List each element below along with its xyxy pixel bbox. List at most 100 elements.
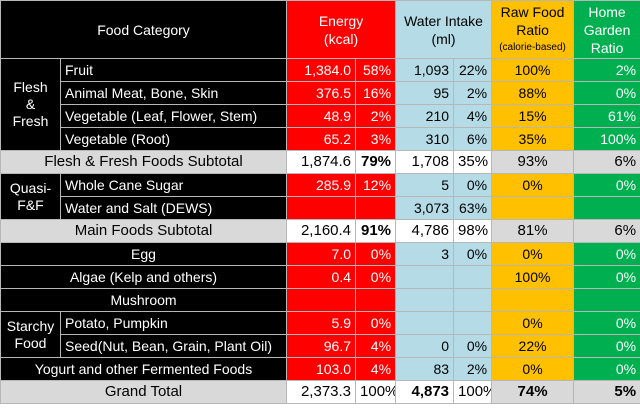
group-starchy-line1: Starchy [6,317,55,334]
water-value: 3 [395,242,455,266]
garden-ratio: 5% [573,380,640,404]
group-flesh-line2: & [25,96,36,112]
raw-ratio: 0% [491,311,575,335]
energy-percent: 79% [355,150,397,174]
raw-ratio: 35% [491,127,575,151]
water-percent-empty [453,265,493,289]
energy-value: 285.9 [286,173,357,197]
garden-ratio: 0% [573,265,640,289]
table-row-veg-root: Vegetable (Root) 65.2 3% 310 6% 35% 100% [1,127,640,151]
energy-percent: 58% [355,58,397,82]
water-percent-empty [453,288,493,312]
raw-ratio: 74% [491,380,575,404]
energy-percent-empty [355,196,397,220]
group-quasi: Quasi- F&F [0,173,61,220]
energy-percent: 4% [355,357,397,381]
raw-ratio-empty [491,288,575,312]
water-percent: 6% [453,127,493,151]
energy-value: 2,373.3 [286,380,357,404]
raw-ratio: 0% [491,242,575,266]
subtotal-label: Main Foods Subtotal [0,219,288,243]
water-percent: 2% [453,357,493,381]
garden-header-line2: Garden [583,21,631,38]
table-row-cane-sugar: Quasi- F&F Whole Cane Sugar 285.9 12% 5 … [0,173,640,220]
raw-ratio: 100% [491,265,575,289]
energy-percent: 2% [355,104,397,128]
energy-percent: 4% [355,334,397,358]
raw-ratio: 100% [491,58,575,82]
energy-value: 96.7 [286,334,357,358]
energy-percent: 16% [355,81,397,105]
garden-ratio: 100% [573,127,640,151]
row-label: Vegetable (Leaf, Flower, Stem) [59,104,288,128]
raw-ratio: 0% [491,357,575,381]
table-row-egg: Egg 7.0 0% 3 0% 0% 0% [0,242,640,266]
raw-ratio: 0% [491,173,575,197]
water-percent: 4% [453,104,493,128]
water-header: Water Intake (ml) [395,0,493,59]
table-row-grand-total: Grand Total 2,373.3 100% 4,873 100% 74% … [0,380,640,404]
row-label: Seed(Nut, Bean, Grain, Plant Oil) [59,334,288,358]
row-label: Potato, Pumpkin [59,311,288,335]
water-value: 3,073 [395,196,455,220]
table-row-yogurt: Yogurt and other Fermented Foods 103.0 4… [0,357,640,381]
group-quasi-line1: Quasi- [9,179,52,196]
water-percent: 0% [453,334,493,358]
raw-header-note: (calorie-based) [499,41,566,53]
energy-percent: 0% [355,242,397,266]
water-value: 210 [395,104,455,128]
raw-ratio: 22% [491,334,575,358]
table-row-ff-subtotal: Flesh & Fresh Foods Subtotal 1,874.6 79%… [0,150,640,174]
group-flesh-line1: Flesh [13,79,48,95]
garden-ratio: 0% [573,311,640,335]
group-quasi-line2: F&F [17,196,44,213]
energy-value: 65.2 [286,127,357,151]
garden-ratio-empty [573,288,640,312]
subtotal-label: Flesh & Fresh Foods Subtotal [0,150,288,174]
water-value: 95 [395,81,455,105]
energy-header-line2: (kcal) [323,30,359,47]
raw-header-line2: Ratio [516,21,549,38]
raw-ratio: 15% [491,104,575,128]
row-label: Fruit [59,58,288,82]
raw-ratio-empty [491,196,575,220]
garden-ratio-empty [573,196,640,220]
energy-value: 2,160.4 [286,219,357,243]
raw-ratio: 88% [491,81,575,105]
energy-percent-empty [355,288,397,312]
energy-percent: 3% [355,127,397,151]
garden-header: Home Garden Ratio [573,0,640,59]
energy-percent: 100% [355,380,397,404]
table-row-algae: Algae (Kelp and others) 0.4 0% 100% 0% [0,265,640,289]
row-label: Whole Cane Sugar [59,173,288,197]
water-percent-empty [453,311,493,335]
table-row-mushroom: Mushroom [0,288,640,312]
table-row-seed: Seed(Nut, Bean, Grain, Plant Oil) 96.7 4… [1,334,640,358]
food-category-header: Food Category [0,0,288,59]
garden-ratio: 61% [573,104,640,128]
garden-header-line3: Ratio [590,39,624,56]
water-header-line1: Water Intake [404,12,483,29]
water-header-line2: (ml) [431,30,456,47]
garden-ratio: 0% [573,81,640,105]
group-flesh-line3: Fresh [12,113,49,129]
garden-ratio: 6% [573,150,640,174]
water-value: 0 [395,334,455,358]
table-row-potato: Starchy Food Potato, Pumpkin 5.9 0% 0% 0… [0,311,640,358]
garden-ratio: 0% [573,242,640,266]
energy-percent: 91% [355,219,397,243]
water-value: 4,873 [395,380,455,404]
header-row: Food Category Energy (kcal) Water Intake… [0,0,640,59]
water-value: 1,708 [395,150,455,174]
energy-percent: 12% [355,173,397,197]
water-percent: 100% [453,380,493,404]
water-value-empty [395,265,455,289]
energy-header: Energy (kcal) [286,0,397,59]
raw-ratio: 81% [491,219,575,243]
group-starchy-line2: Food [14,334,47,351]
grand-total-label: Grand Total [0,380,288,404]
water-percent: 63% [453,196,493,220]
garden-ratio: 0% [573,173,640,197]
water-percent: 98% [453,219,493,243]
row-label: Egg [0,242,288,266]
